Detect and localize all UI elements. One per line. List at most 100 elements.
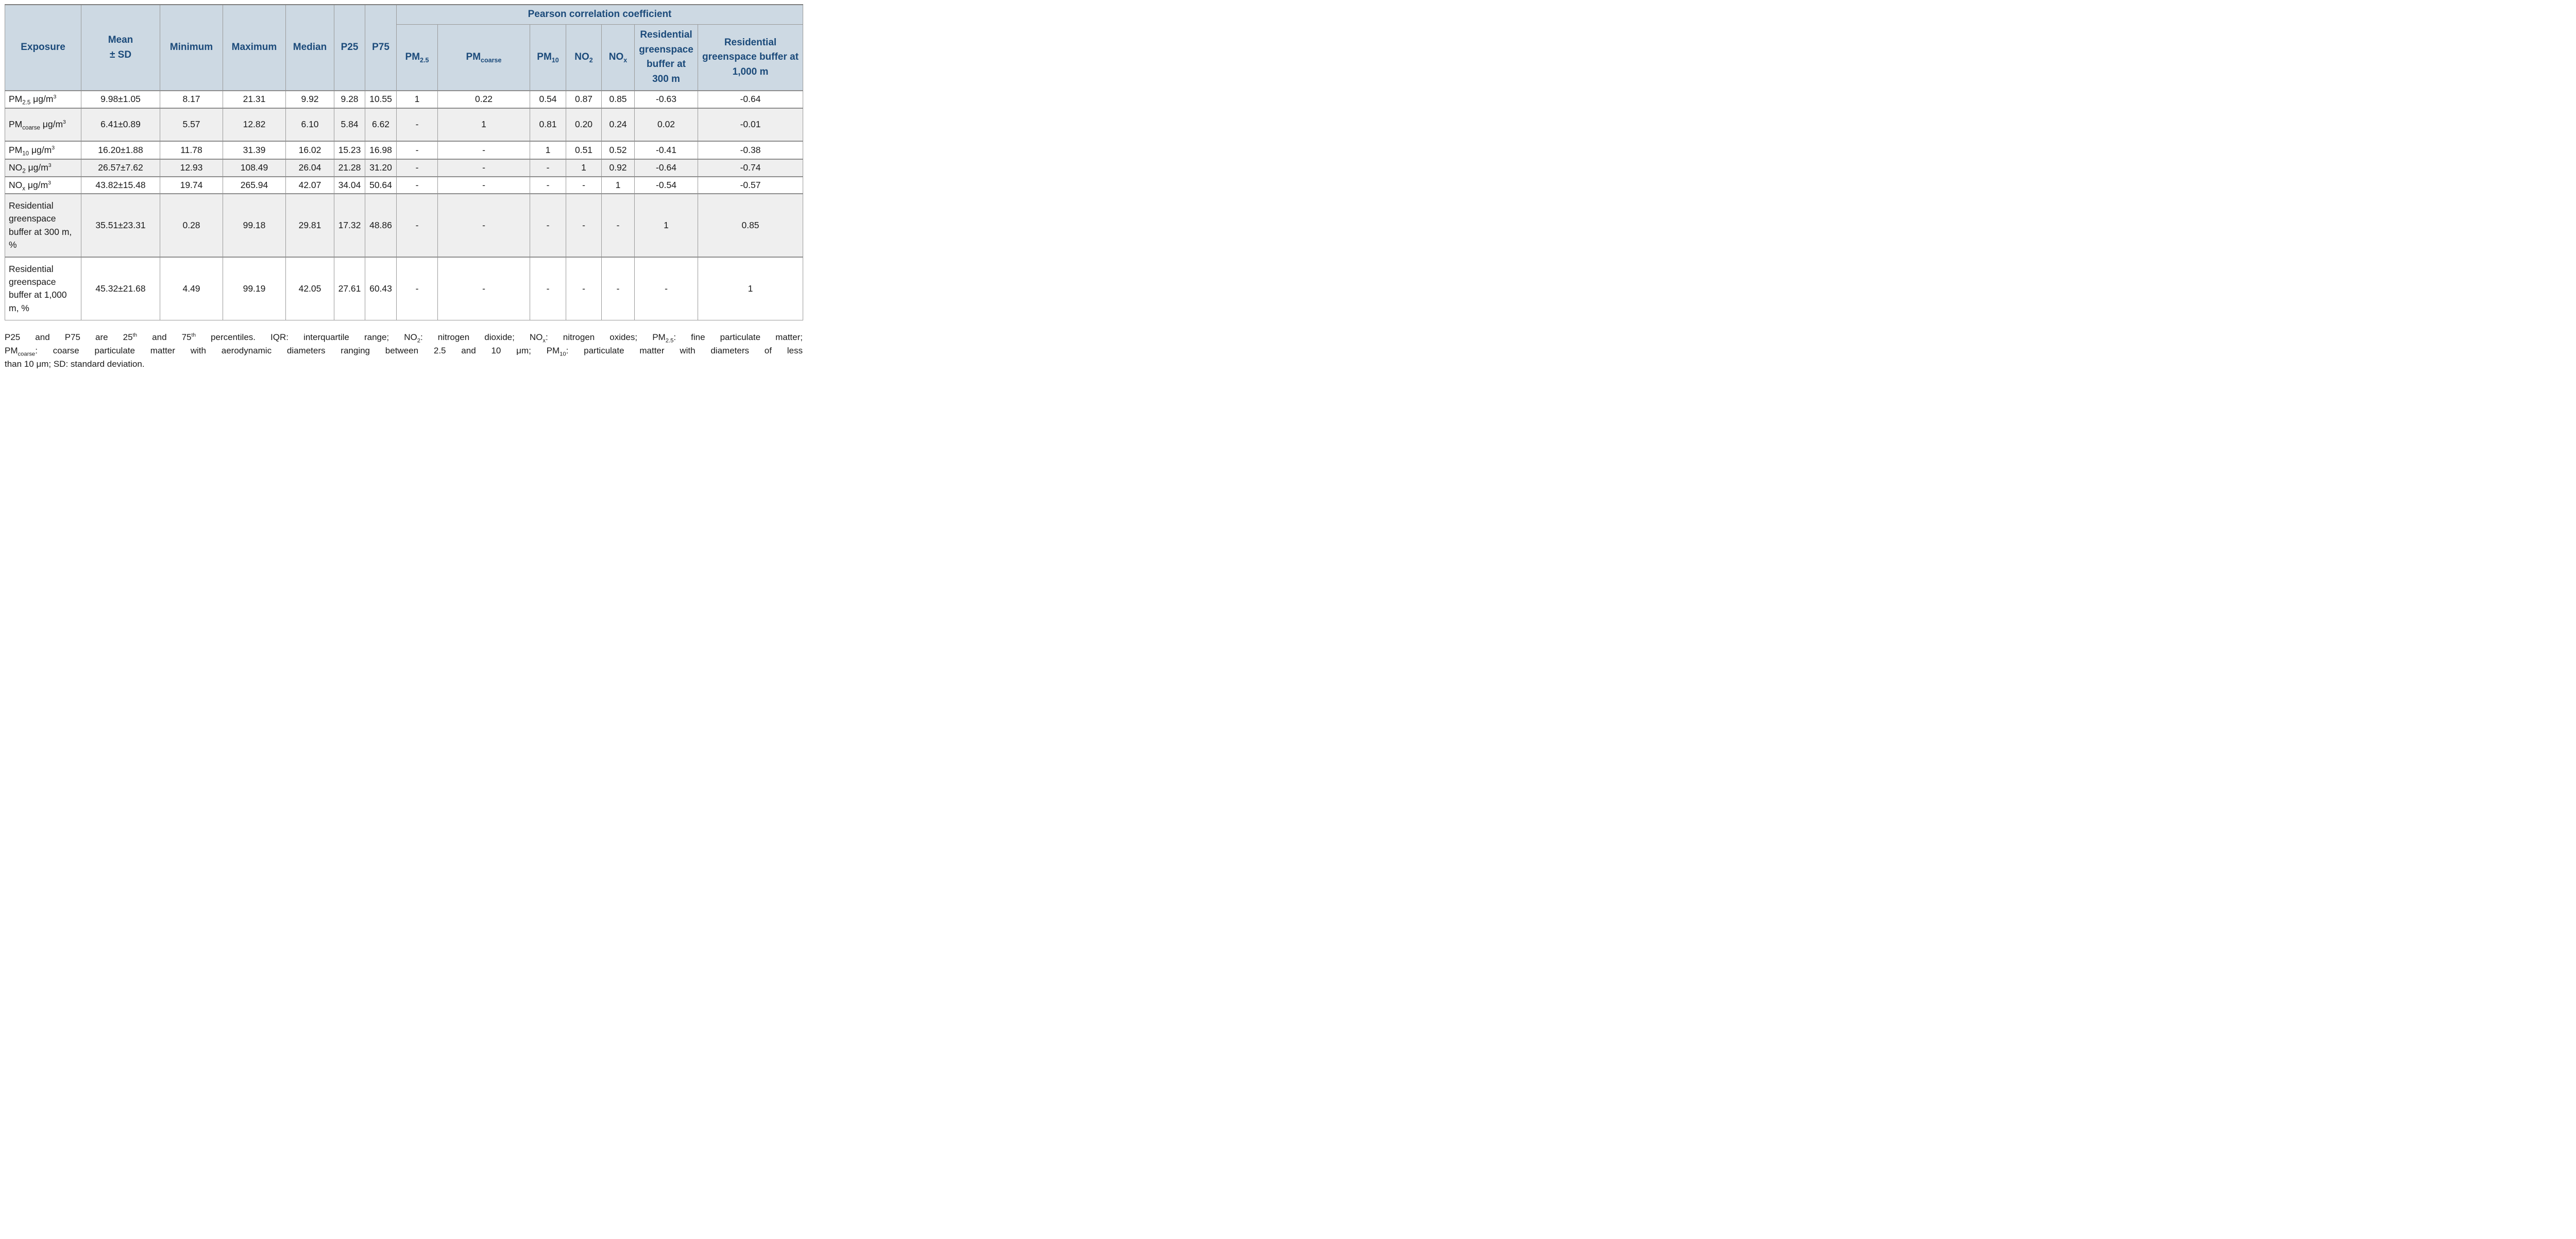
col-header-pm10: PM10 [530,24,566,91]
table-cell: 0.52 [601,141,635,160]
header-sub-row: PM2.5 PMcoarse PM10 NO2 NOx Residential … [5,24,804,91]
table-header: Exposure Mean ± SD Minimum Maximum Media… [5,4,804,91]
table-cell: 6.10 [285,108,334,142]
table-cell: -0.01 [697,108,804,142]
table-cell: -0.57 [697,176,804,194]
table-cell: 42.05 [285,257,334,320]
table-cell: 1 [697,257,804,320]
table-cell: 16.20±1.88 [81,141,160,160]
table-cell: 50.64 [365,176,397,194]
table-cell: 6.62 [365,108,397,142]
table-cell: 12.82 [223,108,286,142]
footnote-line: than 10 μm; SD: standard deviation. [5,359,145,369]
table-cell: 0.51 [566,141,602,160]
table-cell: 48.86 [365,193,397,258]
table-cell: - [601,193,635,258]
table-cell: - [396,108,438,142]
table-row: PM10 μg/m3 16.20±1.88 11.78 31.39 16.02 15.23… [5,141,804,160]
table-cell: - [437,159,530,177]
table-cell: -0.54 [634,176,698,194]
col-header-maximum: Maximum [223,4,286,91]
table-cell: - [566,257,602,320]
table-cell: - [530,176,566,194]
table-cell: 29.81 [285,193,334,258]
table-cell: 16.98 [365,141,397,160]
col-header-greenspace-300m: Residential greenspace buffer at 300 m [634,24,698,91]
table-cell: -0.64 [634,159,698,177]
table-cell: 1 [566,159,602,177]
table-cell: 35.51±23.31 [81,193,160,258]
table-cell: - [396,159,438,177]
row-header: PM2.5 μg/m3 [5,90,81,109]
header-group-row: Exposure Mean ± SD Minimum Maximum Media… [5,4,804,91]
table-cell: 9.28 [334,90,365,109]
row-header: Residential greenspace buffer at 1,000 m… [5,257,81,320]
table-cell: - [396,141,438,160]
table-cell: 45.32±21.68 [81,257,160,320]
table-cell: 19.74 [160,176,223,194]
col-header-p75: P75 [365,4,397,91]
table-cell: 0.81 [530,108,566,142]
table-cell: 42.07 [285,176,334,194]
col-header-no2: NO2 [566,24,602,91]
table-footnote: P25 and P75 are 25th and 75th percentile… [5,331,803,371]
table-cell: 12.93 [160,159,223,177]
table-cell: 5.84 [334,108,365,142]
table-cell: 21.28 [334,159,365,177]
footnote-line: PMcoarse: coarse particulate matter with… [5,345,803,358]
table-cell: 1 [601,176,635,194]
row-header: PMcoarse μg/m3 [5,108,81,142]
col-header-nox: NOx [601,24,635,91]
footnote-line: P25 and P75 are 25th and 75th percentile… [5,332,803,344]
col-header-pmcoarse: PMcoarse [437,24,530,91]
col-header-exposure: Exposure [5,4,81,91]
table-cell: 0.24 [601,108,635,142]
table-cell: 43.82±15.48 [81,176,160,194]
table-cell: 1 [396,90,438,109]
table-row: NO2 μg/m3 26.57±7.62 12.93 108.49 26.04 21.28… [5,159,804,177]
table-cell: 0.92 [601,159,635,177]
col-header-greenspace-1000m: Residential greenspace buffer at 1,000 m [697,24,804,91]
table-cell: - [530,257,566,320]
table-cell: 31.20 [365,159,397,177]
row-header: Residential greenspace buffer at 300 m, … [5,193,81,258]
table-cell: 11.78 [160,141,223,160]
table-cell: 6.41±0.89 [81,108,160,142]
table-cell: - [437,257,530,320]
table-body: PM2.5 μg/m3 9.98±1.05 8.17 21.31 9.92 9.28 10.… [5,90,804,320]
col-header-p25: P25 [334,4,365,91]
table-cell: - [437,193,530,258]
table-cell: 0.28 [160,193,223,258]
table-cell: 10.55 [365,90,397,109]
table-cell: - [566,193,602,258]
table-cell: 34.04 [334,176,365,194]
row-header: PM10 μg/m3 [5,141,81,160]
exposure-statistics-table: Exposure Mean ± SD Minimum Maximum Media… [5,4,804,320]
table-cell: 0.22 [437,90,530,109]
table-cell: - [396,193,438,258]
table-cell: - [437,141,530,160]
table-row: NOx μg/m3 43.82±15.48 19.74 265.94 42.07 34.0… [5,176,804,194]
col-header-median: Median [285,4,334,91]
row-header: NOx μg/m3 [5,176,81,194]
table-cell: 108.49 [223,159,286,177]
table-cell: 1 [530,141,566,160]
table-cell: 21.31 [223,90,286,109]
table-cell: 9.92 [285,90,334,109]
table-cell: 15.23 [334,141,365,160]
table-cell: 0.87 [566,90,602,109]
table-cell: 17.32 [334,193,365,258]
table-row: PMcoarse μg/m3 6.41±0.89 5.57 12.82 6.10 5.84… [5,108,804,142]
table-cell: -0.64 [697,90,804,109]
table-cell: 5.57 [160,108,223,142]
table-cell: 0.54 [530,90,566,109]
table-cell: 1 [634,193,698,258]
table-cell: - [396,176,438,194]
table-cell: -0.63 [634,90,698,109]
table-cell: 31.39 [223,141,286,160]
table-cell: 0.85 [697,193,804,258]
table-cell: - [437,176,530,194]
table-cell: 26.04 [285,159,334,177]
table-cell: -0.38 [697,141,804,160]
table-cell: - [601,257,635,320]
